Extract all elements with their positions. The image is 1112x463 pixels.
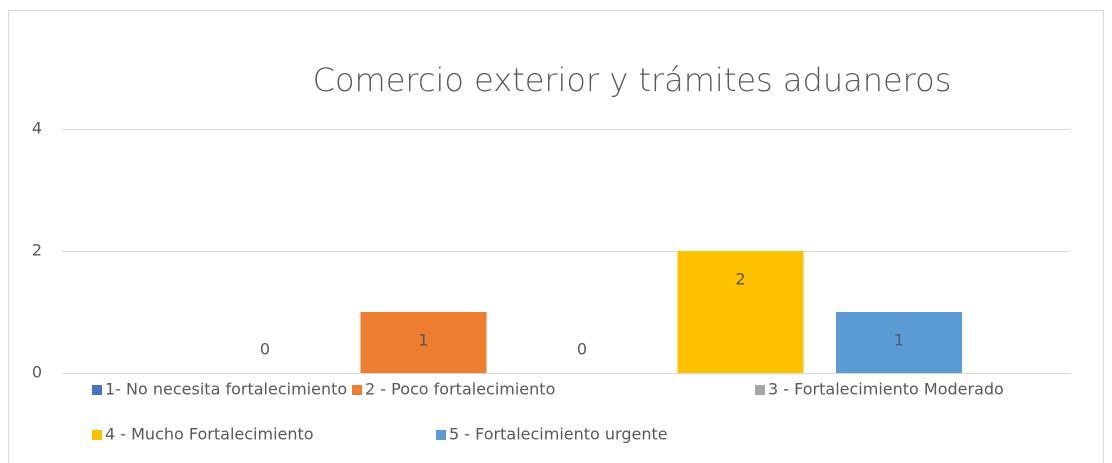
legend-swatch bbox=[755, 385, 765, 395]
y-tick-label: 2 bbox=[32, 241, 42, 260]
data-label: 1 bbox=[418, 331, 428, 350]
legend-label: 3 - Fortalecimiento Moderado bbox=[768, 380, 1004, 399]
y-tick-label: 4 bbox=[32, 119, 42, 138]
legend-label: 2 - Poco fortalecimiento bbox=[365, 380, 555, 399]
chart-title: Comercio exterior y trámites aduaneros bbox=[313, 61, 952, 99]
legend-swatch bbox=[92, 430, 102, 440]
data-label: 2 bbox=[735, 270, 745, 289]
chart-border bbox=[8, 10, 1104, 463]
bar bbox=[360, 312, 487, 373]
legend-swatch bbox=[436, 430, 446, 440]
legend-label: 4 - Mucho Fortalecimiento bbox=[105, 425, 314, 444]
data-label: 0 bbox=[260, 340, 270, 359]
bar bbox=[836, 312, 962, 373]
data-label: 1 bbox=[894, 331, 904, 350]
legend-label: 5 - Fortalecimiento urgente bbox=[449, 425, 668, 444]
bar bbox=[677, 251, 804, 373]
legend-swatch bbox=[352, 385, 362, 395]
data-label: 0 bbox=[577, 340, 587, 359]
y-tick-label: 0 bbox=[32, 363, 42, 382]
legend-label: 1- No necesita fortalecimiento bbox=[105, 380, 347, 399]
legend-swatch bbox=[92, 385, 102, 395]
